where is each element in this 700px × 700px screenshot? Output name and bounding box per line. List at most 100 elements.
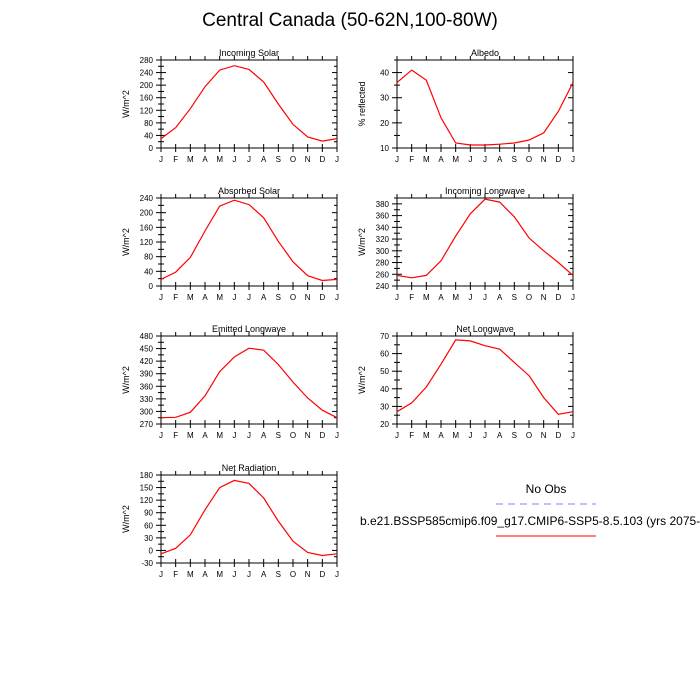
panel-title: Albedo [471, 48, 499, 58]
y-tick-label: 300 [376, 247, 390, 256]
x-tick-label: F [173, 570, 178, 579]
x-tick-label: A [497, 155, 503, 164]
y-tick-label: 390 [140, 370, 154, 379]
x-tick-label: A [497, 293, 503, 302]
panel-title: Net Longwave [456, 324, 514, 334]
y-tick-label: 50 [380, 367, 389, 376]
x-tick-label: M [187, 155, 194, 164]
x-tick-label: D [555, 155, 561, 164]
x-tick-label: D [319, 155, 325, 164]
x-tick-label: A [261, 431, 267, 440]
y-tick-label: 450 [140, 345, 154, 354]
y-tick-label: 380 [376, 200, 390, 209]
x-tick-label: J [335, 431, 339, 440]
y-axis-label: % reflected [357, 81, 367, 126]
y-tick-label: 280 [140, 56, 154, 65]
plot-frame [160, 335, 338, 425]
x-tick-label: F [409, 293, 414, 302]
plot-frame [160, 197, 338, 287]
legend-obs-label: No Obs [525, 482, 567, 496]
x-tick-label: A [261, 570, 267, 579]
x-tick-label: N [305, 293, 311, 302]
x-tick-label: D [555, 293, 561, 302]
x-tick-label: M [423, 431, 430, 440]
y-tick-label: 120 [140, 106, 154, 115]
y-tick-label: 40 [380, 385, 389, 394]
x-tick-label: J [247, 155, 251, 164]
x-tick-label: F [409, 155, 414, 164]
x-tick-label: A [202, 293, 208, 302]
y-tick-label: 30 [380, 402, 389, 411]
x-tick-label: J [232, 570, 236, 579]
x-tick-label: M [216, 431, 223, 440]
x-tick-label: S [276, 431, 281, 440]
x-tick-label: J [468, 155, 472, 164]
x-tick-label: M [452, 293, 459, 302]
x-tick-label: O [290, 293, 296, 302]
x-tick-label: J [247, 570, 251, 579]
series-line [160, 65, 338, 142]
x-tick-label: J [571, 293, 575, 302]
y-tick-label: 120 [140, 496, 154, 505]
x-tick-label: M [187, 293, 194, 302]
y-axis-label: W/m^2 [357, 228, 367, 256]
x-tick-label: M [187, 431, 194, 440]
y-tick-label: 340 [376, 223, 390, 232]
x-tick-label: A [261, 155, 267, 164]
y-tick-label: 30 [380, 94, 389, 103]
x-tick-label: J [159, 431, 163, 440]
x-tick-label: J [232, 431, 236, 440]
y-tick-label: 20 [380, 119, 389, 128]
x-tick-label: J [468, 431, 472, 440]
panel-title: Emitted Longwave [212, 324, 286, 334]
y-tick-label: 80 [144, 253, 153, 262]
x-tick-label: S [512, 431, 517, 440]
y-tick-label: 360 [376, 212, 390, 221]
y-tick-label: 300 [140, 407, 154, 416]
y-tick-label: 80 [144, 119, 153, 128]
x-tick-label: M [216, 155, 223, 164]
y-tick-label: 260 [376, 270, 390, 279]
x-tick-label: N [305, 431, 311, 440]
y-axis-label: W/m^2 [357, 366, 367, 394]
y-tick-label: 420 [140, 357, 154, 366]
x-tick-label: J [159, 155, 163, 164]
x-tick-label: S [512, 293, 517, 302]
panel-title: Net Radiation [222, 463, 277, 473]
y-axis-label: W/m^2 [121, 228, 131, 256]
y-tick-label: 240 [376, 282, 390, 291]
x-tick-label: J [395, 155, 399, 164]
figure-title: Central Canada (50-62N,100-80W) [202, 10, 498, 31]
panel-title: Incoming Solar [219, 48, 279, 58]
y-tick-label: 280 [376, 259, 390, 268]
y-tick-label: 330 [140, 395, 154, 404]
x-tick-label: J [247, 293, 251, 302]
series-line [160, 479, 338, 557]
y-tick-label: 160 [140, 94, 154, 103]
y-tick-label: 160 [140, 223, 154, 232]
x-tick-label: J [335, 155, 339, 164]
x-tick-label: O [526, 293, 532, 302]
panel-incoming-longwave: Incoming Longwave W/m^2 240 260 280 300 320 340… [357, 186, 575, 302]
x-tick-label: A [202, 155, 208, 164]
x-tick-label: A [438, 431, 444, 440]
x-tick-label: J [232, 293, 236, 302]
y-tick-label: 10 [380, 144, 389, 153]
y-tick-label: 200 [140, 81, 154, 90]
panel-title: Absorbed Solar [218, 186, 280, 196]
x-tick-label: S [276, 570, 281, 579]
x-tick-label: J [483, 293, 487, 302]
x-tick-label: A [202, 431, 208, 440]
x-tick-label: J [159, 570, 163, 579]
x-tick-label: A [261, 293, 267, 302]
x-tick-label: J [395, 293, 399, 302]
y-tick-label: 30 [144, 534, 153, 543]
x-tick-label: M [423, 155, 430, 164]
x-tick-label: A [497, 431, 503, 440]
x-tick-label: S [276, 293, 281, 302]
x-tick-label: S [512, 155, 517, 164]
y-tick-label: 60 [144, 521, 153, 530]
series-line [396, 69, 574, 146]
